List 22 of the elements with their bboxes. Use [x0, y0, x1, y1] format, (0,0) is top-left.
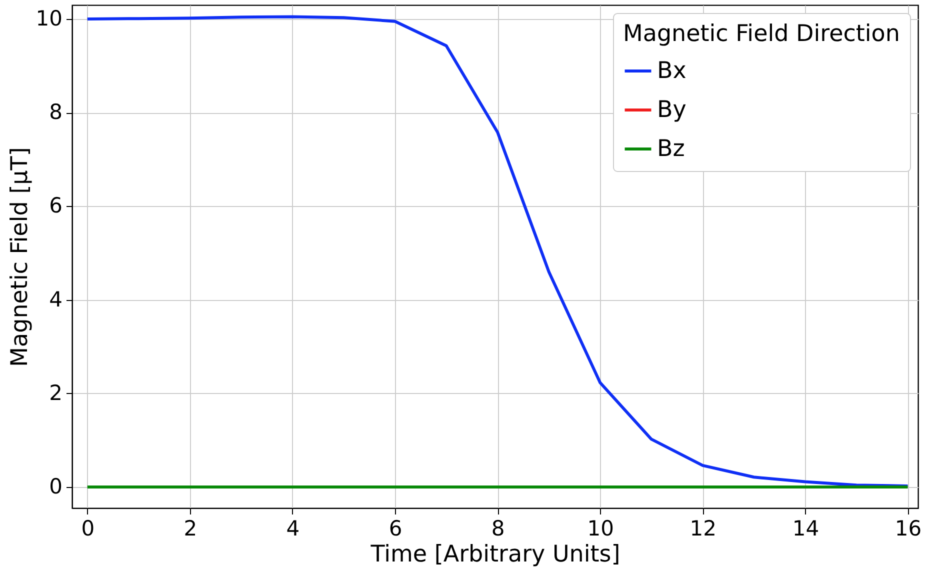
x-tick-label: 6 [388, 516, 402, 540]
line-series [86, 15, 910, 488]
y-tick-label: 8 [49, 100, 62, 124]
x-tick-label: 14 [792, 516, 820, 540]
x-tick-label: 2 [184, 516, 198, 540]
legend-label: Bx [657, 58, 686, 84]
x-tick-label: 8 [491, 516, 505, 540]
y-tick-label: 10 [36, 6, 62, 31]
y-tick-label: 0 [49, 474, 62, 498]
y-axis-title: Magnetic Field [μT] [6, 147, 33, 367]
x-tick-label: 0 [81, 516, 95, 540]
x-tick-label: 16 [894, 516, 922, 540]
legend-title: Magnetic Field Direction [623, 21, 900, 47]
y-tick-label: 4 [49, 287, 62, 312]
legend-label: By [657, 97, 686, 123]
x-tick-label: 10 [587, 516, 614, 540]
y-tick-label: 6 [49, 194, 62, 218]
y-tick-label: 2 [49, 380, 62, 405]
x-tick-label: 4 [286, 516, 300, 540]
x-tick-label: 12 [690, 516, 717, 540]
x-axis-title: Time [Arbitrary Units] [370, 542, 620, 568]
legend-label: Bz [657, 136, 685, 162]
